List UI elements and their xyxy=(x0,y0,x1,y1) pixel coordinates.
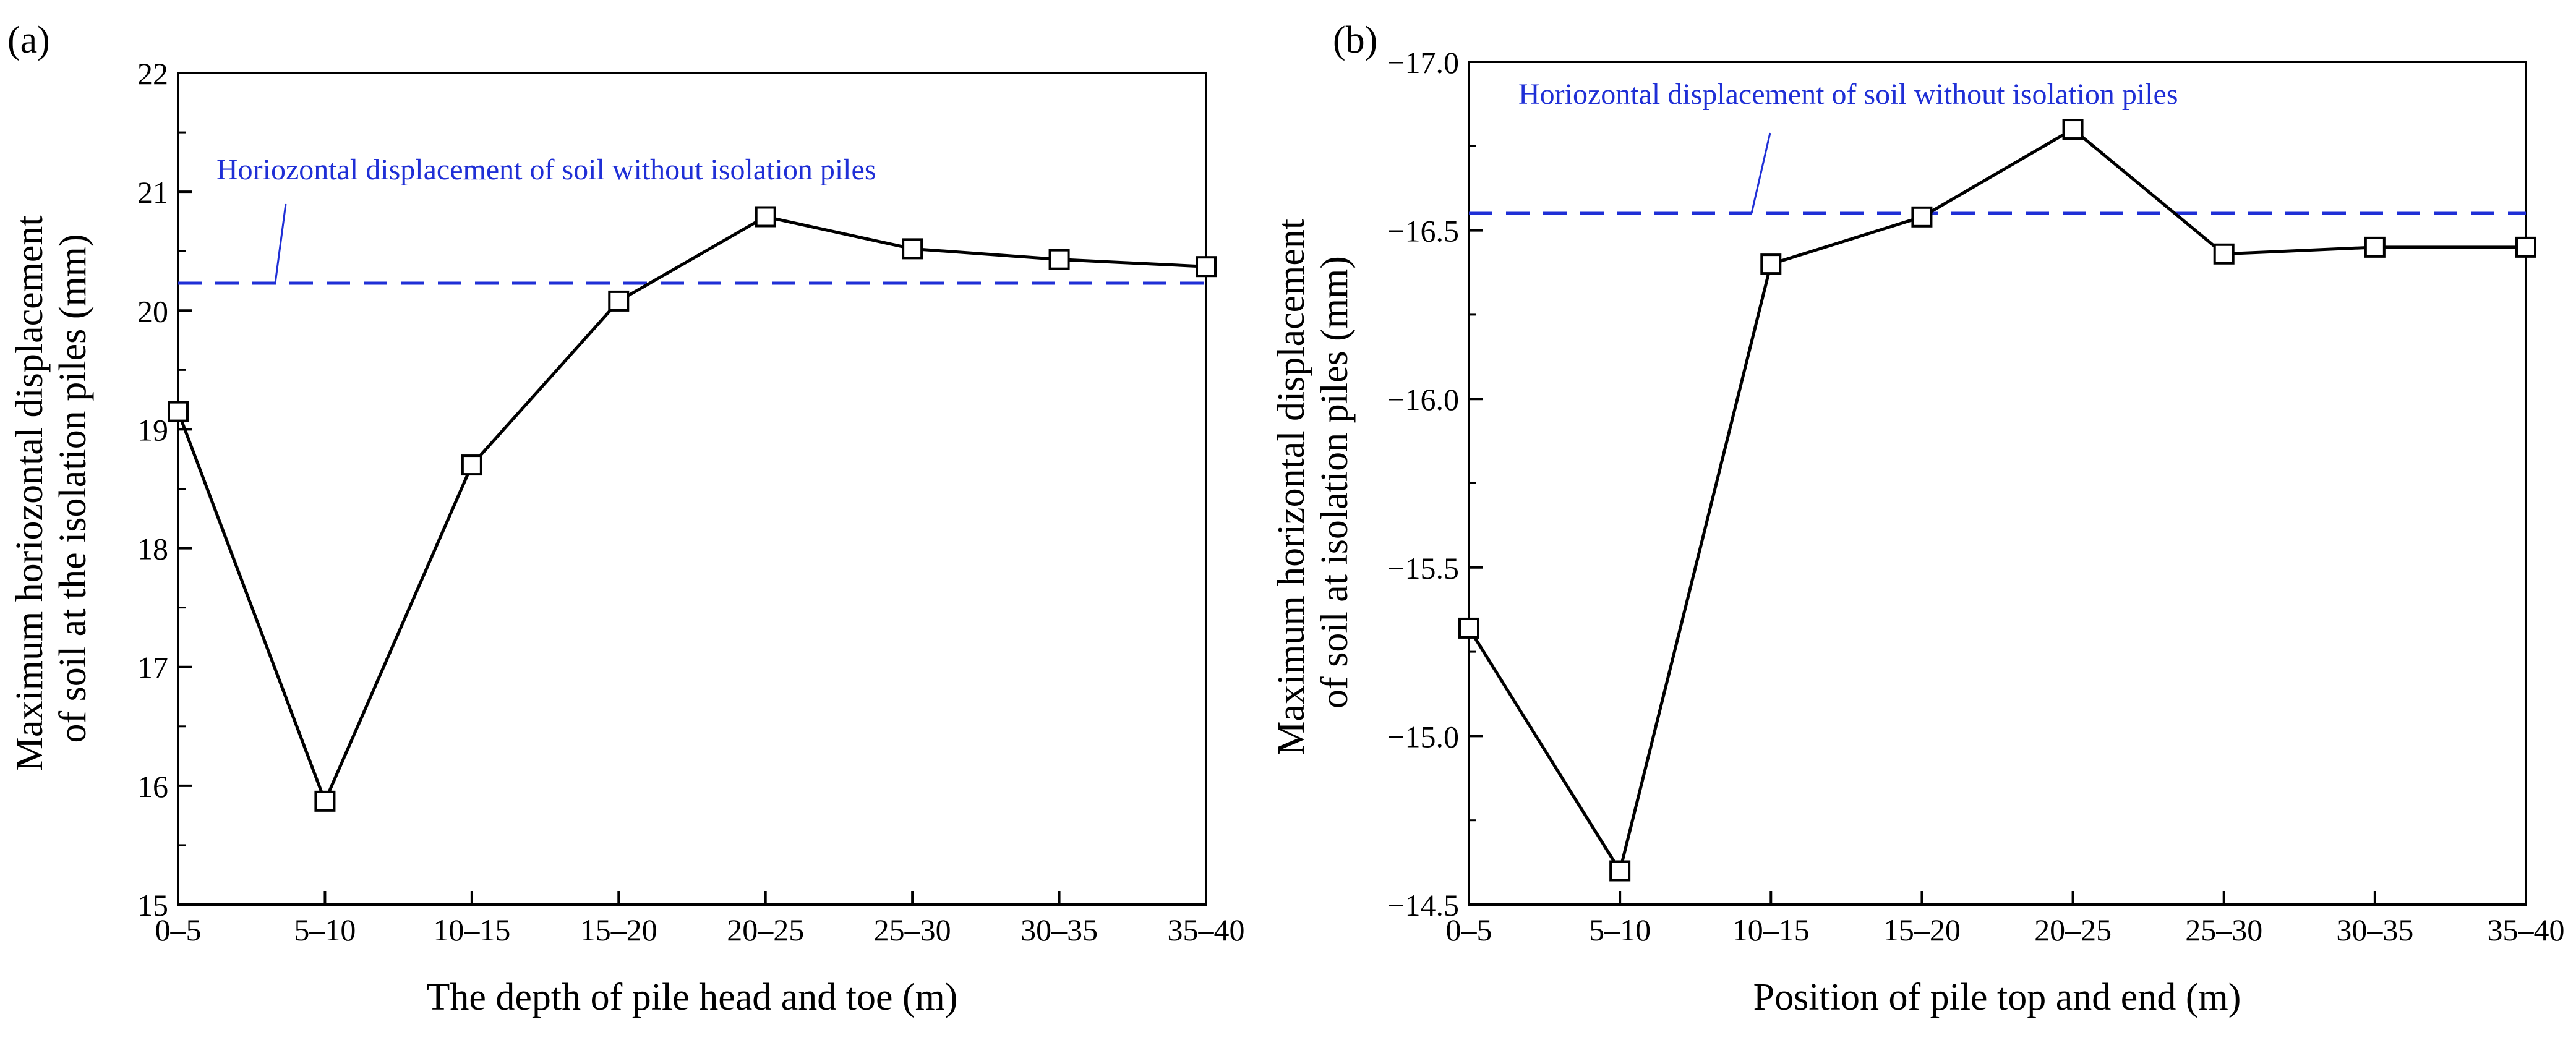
panel-a-y-tick-label: 22 xyxy=(137,56,168,91)
panel-a-x-tick-label: 25–30 xyxy=(874,913,951,947)
panel-a-x-tick-label: 10–15 xyxy=(433,913,510,947)
panel-b-data-point xyxy=(2213,243,2235,265)
panel-b-y-axis-label-line2: of soil at isolation piles (mm) xyxy=(1314,256,1356,709)
panel-b-data-point xyxy=(2062,119,2084,140)
panel-a-y-ticks: 15 16 17 18 19 20 21 22 xyxy=(137,56,192,922)
panel-b-data-point xyxy=(2515,236,2536,258)
panel-b-annotation: Horiozontal displacement of soil without… xyxy=(1518,78,2178,111)
panel-b-y-tick-label: −16.0 xyxy=(1387,382,1459,417)
panel-a-data-point xyxy=(168,401,189,422)
panel-a-y-tick-label: 19 xyxy=(137,412,168,447)
panel-a-x-axis-label: The depth of pile head and toe (m) xyxy=(426,976,957,1018)
panel-a-data-point xyxy=(902,238,923,260)
panel-a-data-point xyxy=(608,290,630,312)
panel-a-y-tick-label: 16 xyxy=(137,769,168,804)
panel-a-x-tick-label: 20–25 xyxy=(727,913,804,947)
panel-a-x-tick-label: 5–10 xyxy=(294,913,356,947)
panel-b-series-line xyxy=(1467,127,2526,875)
panel-b-x-tick-label: 20–25 xyxy=(2034,913,2112,947)
panel-b-x-tick-label: 25–30 xyxy=(2185,913,2262,947)
panel-a-series-line xyxy=(176,215,1207,806)
panel-a-data-point xyxy=(1048,249,1070,270)
panel-b-y-axis-label: Maximum horizontal displacement of soil … xyxy=(1270,209,1356,755)
panel-b-data-point xyxy=(1609,860,1631,882)
panel-a-x-tick-label: 30–35 xyxy=(1021,913,1098,947)
panel-a-plot-frame xyxy=(177,72,1207,906)
panel-b-data-point xyxy=(1760,253,1782,275)
panel-b-y-tick-label: −14.5 xyxy=(1387,888,1459,922)
panel-a-x-tick-label: 0–5 xyxy=(155,913,202,947)
panel-a-y-axis-label-line1: Maximum horiozontal displacement xyxy=(9,215,51,771)
panel-a-data-point xyxy=(461,454,482,476)
panel-a-y-tick-label: 20 xyxy=(137,294,168,328)
panel-b-data-point xyxy=(2364,236,2386,258)
panel-b-annotation-leader xyxy=(1750,132,1771,214)
panel-b-x-tick-label: 10–15 xyxy=(1732,913,1810,947)
panel-a-y-tick-label: 15 xyxy=(137,888,168,922)
panel-a-x-tick-label: 35–40 xyxy=(1168,913,1245,947)
panel-a-x-tick-label: 15–20 xyxy=(580,913,657,947)
panel-a-annotation: Horiozontal displacement of soil without… xyxy=(216,153,876,186)
panel-b-data-point xyxy=(1911,206,1933,228)
panel-b-y-tick-label: −15.5 xyxy=(1387,551,1459,586)
panel-b-y-tick-label: −16.5 xyxy=(1387,214,1459,249)
panel-b-x-tick-label: 0–5 xyxy=(1446,913,1492,947)
panel-a-data-point xyxy=(1196,256,1217,278)
panel-b-x-tick-label: 15–20 xyxy=(1883,913,1961,947)
panel-a-label: (a) xyxy=(7,19,50,61)
panel-a-y-tick-label: 21 xyxy=(137,175,168,210)
panel-b-label: (b) xyxy=(1333,19,1377,61)
panel-a-data-point xyxy=(755,206,776,228)
panel-b-x-ticks: 0–5 5–10 10–15 15–20 20–25 25–30 30–35 35–40 xyxy=(1446,891,2565,947)
panel-a-y-axis-label: Maximum horiozontal displacement of soil… xyxy=(9,206,94,771)
panel-a-annotation-leader xyxy=(274,203,287,284)
panel-a: (a) Horiozontal displacement of soil wit… xyxy=(7,19,1245,1018)
panel-b-x-tick-label: 5–10 xyxy=(1589,913,1651,947)
panel-b-data-point xyxy=(1458,617,1479,639)
panel-b-y-axis-label-line1: Maximum horizontal displacement xyxy=(1270,219,1312,756)
panel-a-y-tick-label: 18 xyxy=(137,532,168,566)
panel-a-x-ticks: 0–5 5–10 10–15 15–20 20–25 25–30 30–35 35–40 xyxy=(155,891,1245,947)
panel-a-points xyxy=(168,206,1217,812)
panel-a-y-tick-label: 17 xyxy=(137,650,168,685)
panel-b-y-ticks: −14.5 −15.0 −15.5 −16.0 −16.5 −17.0 xyxy=(1387,45,1483,922)
panel-a-data-point xyxy=(314,790,336,812)
panel-b-x-tick-label: 35–40 xyxy=(2488,913,2565,947)
panel-b-y-tick-label: −15.0 xyxy=(1387,719,1459,754)
panel-a-y-axis-label-line2: of soil at the isolation piles (mm) xyxy=(52,234,94,743)
panel-b-points xyxy=(1458,119,2536,882)
panel-b-x-axis-label: Position of pile top and end (m) xyxy=(1753,976,2241,1018)
panel-b-y-tick-label: −17.0 xyxy=(1387,45,1459,80)
panel-b-plot-frame xyxy=(1468,61,2527,906)
panel-b: (b) Horiozontal displacement of soil wit… xyxy=(1270,19,2565,1018)
panel-b-x-tick-label: 30–35 xyxy=(2336,913,2413,947)
